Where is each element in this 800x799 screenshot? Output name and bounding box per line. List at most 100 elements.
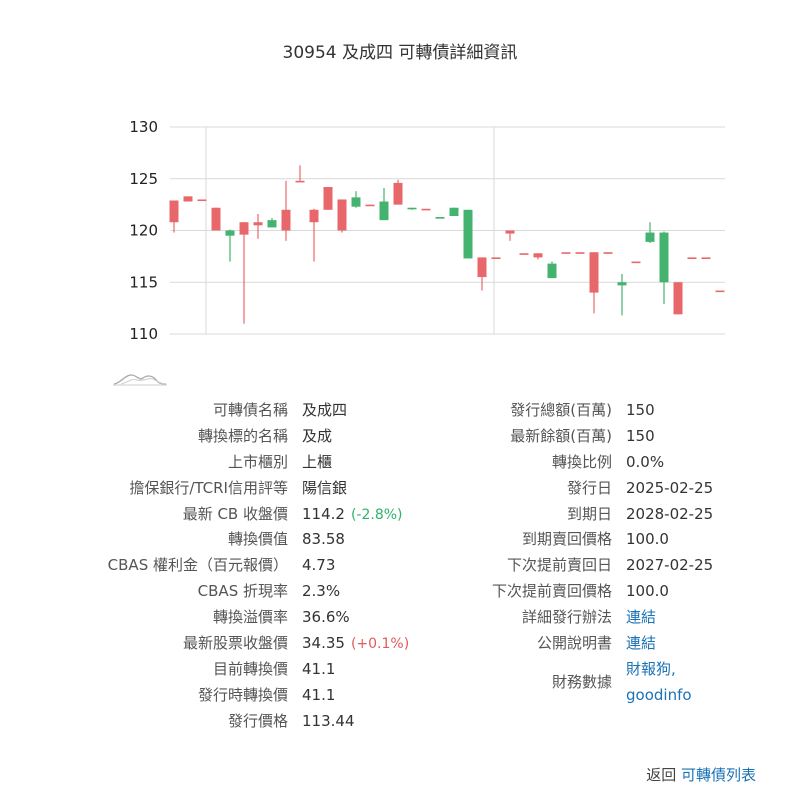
value-text: 2028-02-25 [626,505,714,523]
right-row-label: 轉換比例 [551,453,612,471]
candle-body [309,209,319,223]
value-text: 36.6% [302,608,350,626]
left-row: 擔保銀行/TCRI信用評等 陽信銀 [0,475,800,501]
left-row: 發行價格 113.44 [0,708,800,734]
change-percent: (+0.1%) [350,636,410,652]
left-row: 最新 CB 收盤價 114.2 (-2.8%) [0,501,800,527]
candle-body [519,253,529,255]
candle-body [687,257,697,260]
left-row: 上市櫃別 上櫃 [0,449,800,475]
right-row-value: 財報狗, goodinfo [626,656,692,708]
value-text: 83.58 [302,530,345,548]
left-row-label: 發行價格 [227,712,288,730]
left-row-value: 41.1 [302,682,335,708]
candle-body [491,257,501,260]
right-row-label: 下次提前賣回日 [506,556,612,574]
candle-body [281,209,291,231]
left-row-label: CBAS 折現率 [197,582,288,600]
candle-body [673,282,683,315]
value-text: 陽信銀 [302,479,348,497]
value-text: 上櫃 [302,453,333,471]
left-row: 轉換標的名稱 及成 [0,423,800,449]
left-row: 最新股票收盤價 34.35 (+0.1%) [0,630,800,656]
value-text: 2027-02-25 [626,556,714,574]
right-row-value: 2025-02-25 [626,475,713,501]
candle-body [197,199,207,202]
candle-body [631,261,641,264]
left-row-value: 2.3% [302,578,340,604]
right-row: 轉換比例 0.0% [0,449,800,475]
goodinfo-link[interactable]: goodinfo [626,686,692,704]
right-row: 下次提前賣回日 2027-02-25 [0,552,800,578]
right-row-label: 發行日 [566,479,612,497]
value-text: 2.3% [302,582,341,600]
footer-nav: 返回 可轉債列表 [646,764,756,785]
candle-body [533,253,543,258]
candle-body [239,222,249,235]
right-row: 財務數據 財報狗, goodinfo [0,656,800,708]
left-row-value: 36.6% [302,604,350,630]
value-text: 41.1 [302,686,336,704]
candle-body [435,217,445,219]
left-row-value: 陽信銀 [302,475,347,501]
right-row-value: 連結 [626,630,656,656]
candle-body [267,220,277,228]
right-row-label: 財務數據 [551,673,612,691]
candle-body [575,252,585,254]
cb-list-link[interactable]: 可轉債列表 [680,766,756,784]
left-row-value: 83.58 [302,526,345,552]
detail-link[interactable]: 連結 [626,608,657,626]
left-row-value: 及成 [302,423,332,449]
y-tick-label: 110 [129,325,158,343]
left-row-label: CBAS 權利金（百元報價） [107,556,288,574]
left-row-value: 114.2 (-2.8%) [302,501,403,528]
right-row-label: 發行總額(百萬) [510,401,612,419]
candle-body [407,207,417,210]
candle-body [225,230,235,236]
candle-body [337,199,347,231]
change-percent: (-2.8%) [350,507,403,523]
left-row-value: 34.35 (+0.1%) [302,630,409,657]
left-row: 可轉債名稱 及成四 [0,397,800,423]
candle-body [561,252,571,254]
value-text: 114.2 [302,505,345,523]
right-row-label: 詳細發行辦法 [521,608,612,626]
candle-body [323,187,333,210]
candle-body [547,263,557,279]
left-row-value: 113.44 [302,708,355,734]
left-row-label: 最新股票收盤價 [182,634,288,652]
left-row-label: 上市櫃別 [227,453,288,471]
candle-body [365,204,375,207]
right-row-label: 到期日 [566,505,612,523]
right-row: 到期日 2028-02-25 [0,501,800,527]
right-row: 下次提前賣回價格 100.0 [0,578,800,604]
candle-body [449,207,459,217]
candle-body [393,182,403,205]
right-row: 發行總額(百萬) 150 [0,397,800,423]
right-row-value: 150 [626,423,655,449]
range-navigator-icon[interactable] [113,369,167,389]
page-title: 30954 及成四 可轉債詳細資訊 [282,43,518,63]
y-tick-label: 115 [129,273,158,291]
candle-body [351,197,361,207]
right-row-value: 100.0 [626,526,669,552]
value-text: 100.0 [626,530,669,548]
left-row-value: 4.73 [302,552,335,578]
candle-body [505,230,515,234]
right-row-value: 100.0 [626,578,669,604]
candle-body [617,282,627,286]
left-row-label: 可轉債名稱 [212,401,288,419]
left-row: 轉換溢價率 36.6% [0,604,800,630]
left-row: CBAS 權利金（百元報價） 4.73 [0,552,800,578]
value-text: 150 [626,401,655,419]
detail-link[interactable]: 連結 [626,634,657,652]
detail-link[interactable]: 財報狗, [626,660,676,678]
value-text: 及成 [302,427,333,445]
left-row-label: 轉換標的名稱 [197,427,288,445]
left-row-label: 轉換價值 [227,530,288,548]
left-row-value: 41.1 [302,656,335,682]
left-row: 目前轉換價 41.1 [0,656,800,682]
candle-body [659,232,669,283]
right-row-value: 0.0% [626,449,664,475]
left-row-value: 上櫃 [302,449,332,475]
